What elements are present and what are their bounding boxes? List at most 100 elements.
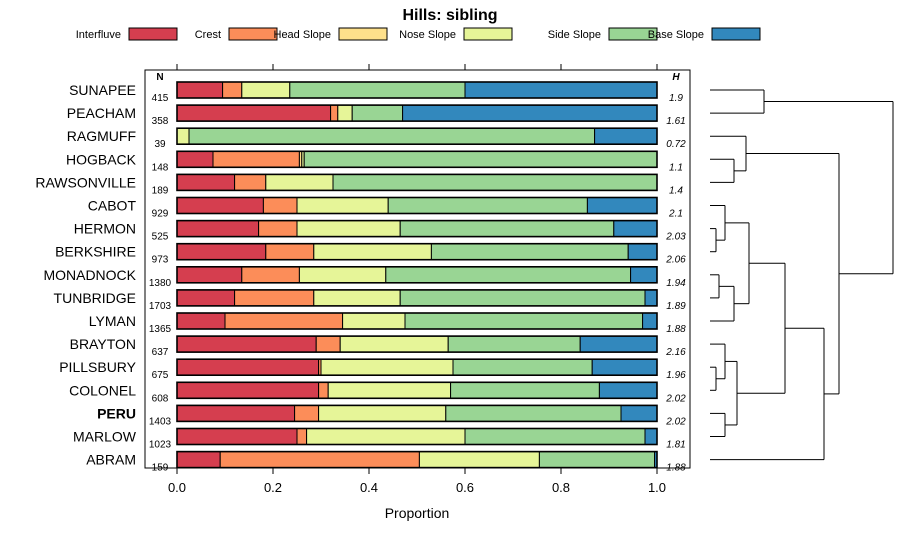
bar-outline [176,150,658,169]
bar-segment [176,312,226,330]
row-h: 1.88 [666,324,686,335]
x-tick-label: 0.6 [456,480,474,495]
bar-outline [176,196,658,215]
legend-label: Crest [195,29,221,41]
row-label: ABRAM [86,452,136,468]
row-h: 2.02 [665,393,686,404]
row-label: COLONEL [69,382,136,398]
row-n: 415 [152,93,169,104]
bar-outline [176,335,658,353]
bar-segment [262,197,298,214]
bar-segment [289,81,466,99]
row-h: 1.61 [666,116,685,127]
bar-segment [538,451,656,469]
n-header: N [156,72,163,83]
bar-segment [418,451,540,469]
bar-segment [176,289,236,307]
legend-label: Interfluve [76,29,121,41]
bar-segment [176,358,320,376]
legend-swatch [463,27,513,41]
row-n: 1023 [149,440,172,451]
bar-outline [176,404,658,423]
row-h: 2.02 [665,416,686,427]
bar-segment [445,404,622,422]
bar-segment [644,428,658,445]
row-label: RAGMUFF [67,128,136,144]
bar-outline [176,242,658,261]
bar-segment [318,404,447,422]
bar-segment [318,381,329,399]
legend-swatch [128,27,178,41]
bar-segment [385,266,632,284]
bar-segment [296,220,401,238]
bar-segment [598,381,658,399]
row-h: 0.72 [666,139,686,150]
row-label: BERKSHIRE [55,244,136,260]
bar-segment [176,381,320,399]
legend-swatch [608,27,658,41]
row-label: SUNAPEE [69,82,136,98]
row-label: RAWSONVILLE [35,174,136,190]
row-label: LYMAN [89,313,136,329]
bar-segment [594,127,658,145]
bar-segment [642,312,658,330]
row-h: 1.89 [666,301,686,312]
bar-segment [298,266,387,284]
bar-segment [351,104,404,122]
bar-segment [399,289,646,307]
bar-segment [241,81,291,99]
bar-outline [176,173,658,192]
row-label: TUNBRIDGE [54,290,136,306]
bar-outline [176,127,658,145]
row-label: BRAYTON [70,336,136,352]
legend-swatch [711,27,761,41]
bar-segment [176,150,214,168]
bar-segment [313,289,401,307]
bar-segment [176,173,236,191]
row-n: 675 [152,370,169,381]
bar-segment [313,243,432,261]
bar-segment [450,381,600,399]
row-label: MONADNOCK [43,267,136,283]
legend-label: Base Slope [648,29,704,41]
bar-segment [630,266,658,284]
x-tick-label: 1.0 [648,480,666,495]
bar-segment [620,404,658,422]
bar-outline [176,427,658,446]
bar-segment [176,428,298,445]
row-h: 2.03 [665,232,686,243]
x-tick-label: 0.4 [360,480,378,495]
bar-outline [176,358,658,377]
x-tick-label: 0.0 [168,480,186,495]
bar-segment [452,358,593,376]
row-label: PERU [97,405,136,421]
x-tick-label: 0.2 [264,480,282,495]
bar-segment [430,243,629,261]
row-label: CABOT [88,198,137,214]
bar-outline [176,81,658,99]
bar-segment [342,312,406,330]
row-h: 1.4 [669,185,683,196]
bar-outline [176,219,658,238]
row-h: 2.16 [665,347,686,358]
row-n: 358 [152,116,169,127]
row-label: HERMON [74,221,136,237]
plot-area: 0.0 0.2 0.4 0.6 0.8 1.0 N H SUNAPEE 415 1.9 PEACHAM… [35,64,691,495]
bar-segment [176,243,267,261]
bar-outline [176,381,658,400]
legend-label: Side Slope [548,29,601,41]
row-n: 1703 [149,301,172,312]
x-tick-label: 0.8 [552,480,570,495]
row-n: 39 [154,139,166,150]
bar-segment [176,81,224,99]
bar-segment [327,381,452,399]
row-n: 973 [152,255,169,266]
bar-segment [241,266,300,284]
bar-segment [644,289,658,307]
bar-segment [222,81,243,99]
row-label: MARLOW [73,429,137,445]
bar-outline [176,450,658,469]
bar-segment [212,150,300,168]
bar-segment [176,266,243,284]
bar-segment [176,104,332,122]
